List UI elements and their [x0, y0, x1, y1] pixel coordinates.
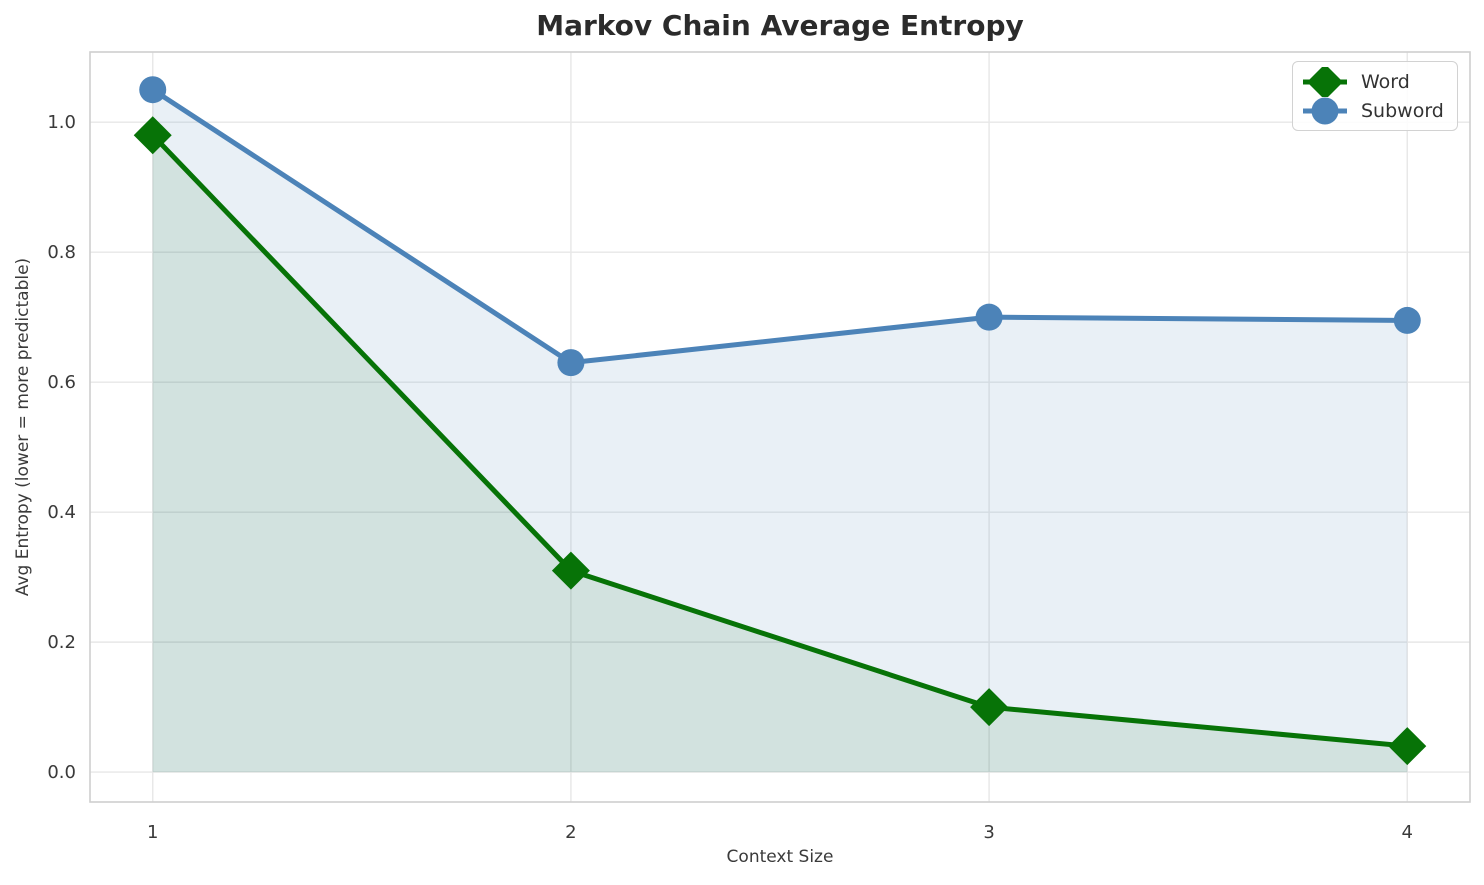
- legend-label-word: Word: [1361, 70, 1410, 93]
- area-fill-word: [152, 135, 1408, 773]
- diamond-marker-icon: [1303, 66, 1347, 97]
- series-line-subword: [150, 87, 1410, 366]
- series-markers-subword: [139, 76, 1421, 377]
- svg-text:1.0: 1.0: [47, 112, 76, 133]
- y-tick-labels: 0.0 0.2 0.4 0.6 0.8 1.0: [47, 112, 76, 783]
- y-axis-label: Avg Entropy (lower = more predictable): [13, 257, 33, 597]
- svg-text:1: 1: [147, 822, 158, 843]
- series-line-word: [150, 132, 1410, 749]
- x-axis-label: Context Size: [726, 847, 834, 867]
- svg-text:0.8: 0.8: [47, 242, 76, 263]
- legend-item-word: Word: [1300, 66, 1449, 97]
- svg-text:0.6: 0.6: [47, 372, 76, 393]
- svg-text:2: 2: [565, 822, 576, 843]
- svg-text:0.4: 0.4: [47, 502, 76, 523]
- x-tick-labels: 1 2 3 4: [147, 822, 1413, 843]
- plot-border: [89, 51, 1471, 803]
- series-markers-word: [133, 116, 1427, 766]
- legend-item-subword: Subword: [1300, 96, 1449, 125]
- grid: [90, 52, 1470, 802]
- chart-title: Markov Chain Average Entropy: [536, 9, 1024, 42]
- area-fill-subword: [152, 89, 1408, 773]
- svg-text:4: 4: [1402, 822, 1413, 843]
- svg-text:0.2: 0.2: [47, 632, 76, 653]
- svg-text:0.0: 0.0: [47, 762, 76, 783]
- legend-label-subword: Subword: [1361, 99, 1444, 122]
- legend: Word Subword: [1292, 61, 1458, 131]
- circle-marker-icon: [1303, 97, 1347, 124]
- svg-text:3: 3: [983, 822, 994, 843]
